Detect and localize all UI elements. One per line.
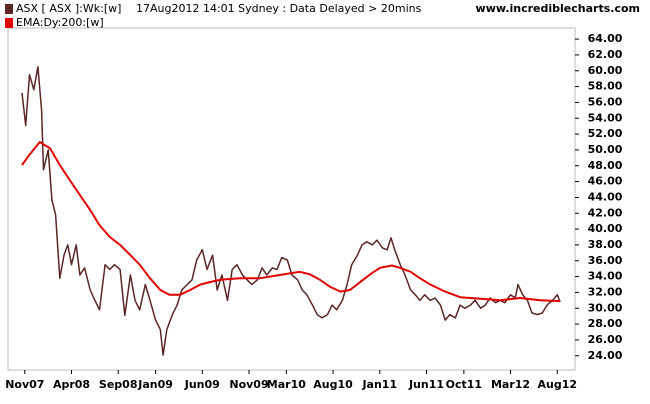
x-tick-label: Jun09 <box>184 378 220 391</box>
x-tick-label: Jun11 <box>408 378 444 391</box>
series-line <box>21 66 561 356</box>
x-tick-label: Jan11 <box>361 378 397 391</box>
series-line <box>21 141 561 303</box>
y-tick-label: 46.00 <box>588 175 623 188</box>
y-tick-label: 34.00 <box>588 270 623 283</box>
y-tick-label: 26.00 <box>588 333 623 346</box>
x-tick-label: Oct11 <box>446 378 482 391</box>
y-tick-label: 30.00 <box>588 301 623 314</box>
y-tick-label: 42.00 <box>588 206 623 219</box>
x-tick-label: Nov07 <box>5 378 44 391</box>
y-tick-label: 52.00 <box>588 127 623 140</box>
x-tick-label: Aug10 <box>313 378 353 391</box>
y-tick-label: 28.00 <box>588 317 623 330</box>
x-tick-label: Sep08 <box>99 378 138 391</box>
y-tick-label: 60.00 <box>588 64 623 77</box>
y-tick-label: 58.00 <box>588 80 623 93</box>
x-tick-label: Mar12 <box>491 378 530 391</box>
y-tick-label: 64.00 <box>588 32 623 45</box>
y-tick-label: 56.00 <box>588 95 623 108</box>
watermark: www.incrediblecharts.com <box>476 2 640 15</box>
legend-status: 17Aug2012 14:01 Sydney : Data Delayed > … <box>136 2 422 15</box>
y-tick-label: 38.00 <box>588 238 623 251</box>
x-tick-label: Apr08 <box>53 378 90 391</box>
y-tick-label: 48.00 <box>588 159 623 172</box>
y-tick-label: 36.00 <box>588 254 623 267</box>
legend-swatch <box>5 4 13 14</box>
y-tick-label: 50.00 <box>588 143 623 156</box>
y-tick-label: 32.00 <box>588 285 623 298</box>
x-tick-label: Mar10 <box>267 378 306 391</box>
y-tick-label: 40.00 <box>588 222 623 235</box>
y-tick-label: 54.00 <box>588 111 623 124</box>
x-tick-label: Aug12 <box>537 378 577 391</box>
x-tick-label: Jan09 <box>137 378 173 391</box>
y-tick-label: 24.00 <box>588 349 623 362</box>
y-tick-label: 62.00 <box>588 48 623 61</box>
legend-label: EMA:Dy:200:[w] <box>16 16 104 29</box>
legend-label: ASX [ ASX ]:Wk:[w] <box>16 2 121 15</box>
legend-swatch <box>5 18 13 28</box>
plot-area <box>7 27 576 371</box>
y-tick-label: 44.00 <box>588 190 623 203</box>
x-tick-label: Nov09 <box>229 378 268 391</box>
